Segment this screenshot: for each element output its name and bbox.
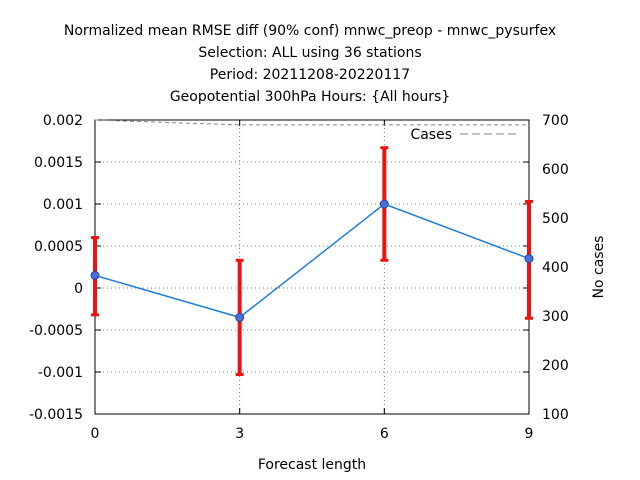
x-axis-label: Forecast length bbox=[258, 457, 366, 473]
x-tick-label: 3 bbox=[235, 426, 244, 442]
y2-tick-label: 100 bbox=[542, 407, 569, 423]
y-tick-label: -0.0005 bbox=[29, 323, 83, 339]
legend: Cases bbox=[410, 127, 518, 143]
y-tick-label: 0.001 bbox=[43, 197, 83, 213]
cases-line bbox=[94, 119, 529, 126]
cases-series bbox=[94, 119, 529, 126]
series-line bbox=[94, 203, 530, 319]
chart-title: Normalized mean RMSE diff (90% conf) mnw… bbox=[64, 23, 556, 105]
y-tick-label: -0.0015 bbox=[29, 407, 83, 423]
title-line: Normalized mean RMSE diff (90% conf) mnw… bbox=[64, 23, 556, 39]
grid bbox=[95, 120, 529, 414]
data-point bbox=[90, 270, 100, 280]
y-axis: -0.0015 -0.001 -0.0005 0 0.0005 0.001 0.0015 0.… bbox=[29, 113, 529, 423]
y-tick-label: -0.001 bbox=[38, 365, 83, 381]
y2-tick-label: 600 bbox=[542, 162, 569, 178]
y-tick-label: 0.002 bbox=[43, 113, 83, 129]
y2-tick-label: 700 bbox=[542, 113, 569, 129]
data-point bbox=[379, 199, 389, 209]
x-tick-label: 0 bbox=[91, 426, 100, 442]
data-point bbox=[524, 254, 534, 264]
title-line: Selection: ALL using 36 stations bbox=[198, 45, 421, 61]
y-tick-label: 0.0005 bbox=[34, 239, 83, 255]
x-tick-label: 9 bbox=[525, 426, 534, 442]
y2-tick-label: 300 bbox=[542, 309, 569, 325]
y2-tick-label: 200 bbox=[542, 358, 569, 374]
y2-axis: 100 200 300 400 500 600 700 bbox=[542, 113, 569, 423]
data-point bbox=[235, 312, 245, 322]
rmse-series bbox=[90, 146, 534, 377]
legend-label: Cases bbox=[410, 127, 452, 143]
y-tick-label: 0.0015 bbox=[34, 155, 83, 171]
title-line: Geopotential 300hPa Hours: {All hours} bbox=[170, 89, 450, 105]
x-axis: 0 3 6 9 bbox=[91, 120, 534, 442]
y2-tick-label: 500 bbox=[542, 211, 569, 227]
y2-axis-label: No cases bbox=[591, 236, 607, 299]
y-tick-label: 0 bbox=[74, 281, 83, 297]
title-line: Period: 20211208-20220117 bbox=[210, 67, 410, 83]
y2-tick-label: 400 bbox=[542, 260, 569, 276]
x-tick-label: 6 bbox=[380, 426, 389, 442]
plot-frame bbox=[94, 119, 530, 415]
